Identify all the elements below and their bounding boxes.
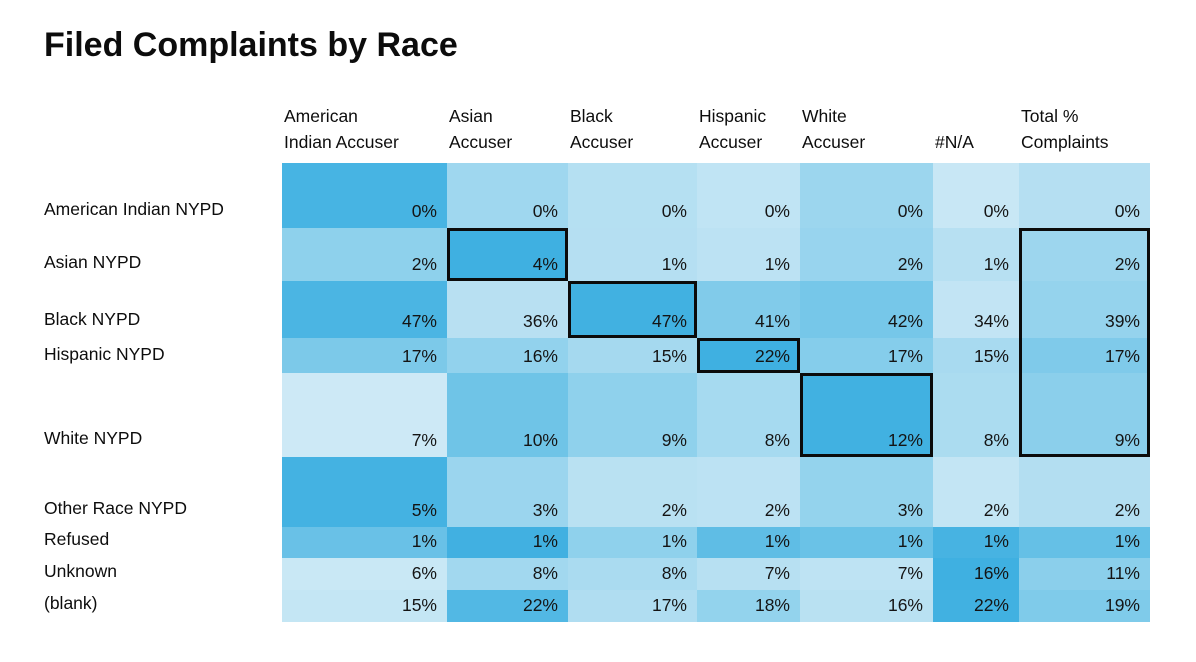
column-header-line: Hispanic (699, 106, 767, 126)
column-header: Asian Accuser (447, 96, 568, 163)
heatmap-cell: 16% (933, 558, 1019, 590)
column-header-line: American (284, 106, 358, 126)
heatmap-cell: 17% (1019, 338, 1150, 373)
heatmap-cell: 7% (800, 558, 933, 590)
heatmap-cell: 0% (697, 163, 800, 228)
column-header-line: Accuser (802, 132, 866, 152)
heatmap-cell: 1% (800, 527, 933, 558)
column-header-line: Accuser (449, 132, 513, 152)
row-label: White NYPD (44, 373, 282, 457)
heatmap-cell: 3% (447, 457, 568, 527)
heatmap-cell: 10% (447, 373, 568, 457)
heatmap-cell: 12% (800, 373, 933, 457)
row-label: Black NYPD (44, 281, 282, 338)
heatmap-cell: 0% (282, 163, 447, 228)
heatmap-cell: 34% (933, 281, 1019, 338)
row-label: Refused (44, 527, 282, 558)
column-header-line: Black (570, 106, 613, 126)
column-header-line: Complaints (1021, 132, 1109, 152)
heatmap-cell: 2% (800, 228, 933, 281)
column-header-line: Asian (449, 106, 493, 126)
page-title: Filed Complaints by Race (44, 26, 458, 64)
heatmap-cell: 8% (568, 558, 697, 590)
heatmap-cell: 22% (447, 590, 568, 622)
heatmap-cell: 6% (282, 558, 447, 590)
heatmap-cell: 4% (447, 228, 568, 281)
column-header: Black Accuser (568, 96, 697, 163)
heatmap-cell: 2% (697, 457, 800, 527)
heatmap-cell: 8% (933, 373, 1019, 457)
heatmap-cell: 11% (1019, 558, 1150, 590)
heatmap-cell: 1% (568, 228, 697, 281)
heatmap-cell: 15% (282, 590, 447, 622)
heatmap-cell: 0% (933, 163, 1019, 228)
heatmap-cell: 1% (447, 527, 568, 558)
heatmap-cell: 36% (447, 281, 568, 338)
heatmap-cell: 1% (282, 527, 447, 558)
heatmap-cell: 16% (800, 590, 933, 622)
heatmap-cell: 17% (282, 338, 447, 373)
column-header-line: White (802, 106, 847, 126)
heatmap-cell: 0% (568, 163, 697, 228)
heatmap-cell: 7% (282, 373, 447, 457)
column-header: White Accuser (800, 96, 933, 163)
heatmap-cell: 1% (697, 527, 800, 558)
heatmap-cell: 2% (568, 457, 697, 527)
column-header-line: Accuser (699, 132, 763, 152)
heatmap-cell: 0% (1019, 163, 1150, 228)
heatmap-cell: 9% (1019, 373, 1150, 457)
heatmap-cell: 9% (568, 373, 697, 457)
heatmap-cell: 5% (282, 457, 447, 527)
heatmap-cell: 15% (933, 338, 1019, 373)
column-header-line: Accuser (570, 132, 634, 152)
heatmap-cell: 2% (1019, 457, 1150, 527)
heatmap-cell: 2% (933, 457, 1019, 527)
column-header-line: Total % (1021, 106, 1079, 126)
heatmap-cell: 39% (1019, 281, 1150, 338)
header-corner (44, 96, 282, 163)
heatmap-cell: 7% (697, 558, 800, 590)
column-header: Hispanic Accuser (697, 96, 800, 163)
row-label: Hispanic NYPD (44, 338, 282, 373)
column-header-line: #N/A (935, 132, 974, 152)
heatmap-cell: 1% (697, 228, 800, 281)
heatmap-cell: 8% (697, 373, 800, 457)
heatmap-cell: 8% (447, 558, 568, 590)
heatmap-cell: 41% (697, 281, 800, 338)
heatmap-grid: American Indian Accuser Asian Accuser Black A… (44, 96, 1150, 622)
heatmap-cell: 42% (800, 281, 933, 338)
heatmap-cell: 1% (568, 527, 697, 558)
heatmap-cell: 0% (447, 163, 568, 228)
heatmap-cell: 18% (697, 590, 800, 622)
heatmap-cell: 22% (933, 590, 1019, 622)
heatmap-cell: 15% (568, 338, 697, 373)
heatmap-cell: 1% (933, 228, 1019, 281)
heatmap-cell: 47% (568, 281, 697, 338)
heatmap-cell: 1% (933, 527, 1019, 558)
heatmap-cell: 3% (800, 457, 933, 527)
column-header: #N/A (933, 96, 1019, 163)
row-label: Other Race NYPD (44, 457, 282, 527)
heatmap-cell: 0% (800, 163, 933, 228)
heatmap-cell: 2% (1019, 228, 1150, 281)
row-label: (blank) (44, 590, 282, 622)
row-label: American Indian NYPD (44, 163, 282, 228)
heatmap-cell: 22% (697, 338, 800, 373)
heatmap-cell: 16% (447, 338, 568, 373)
heatmap-cell: 1% (1019, 527, 1150, 558)
heatmap-cell: 47% (282, 281, 447, 338)
heatmap-cell: 17% (568, 590, 697, 622)
heatmap-cell: 2% (282, 228, 447, 281)
row-label: Unknown (44, 558, 282, 590)
row-label: Asian NYPD (44, 228, 282, 281)
column-header: Total % Complaints (1019, 96, 1150, 163)
heatmap-cell: 19% (1019, 590, 1150, 622)
column-header: American Indian Accuser (282, 96, 447, 163)
heatmap-cell: 17% (800, 338, 933, 373)
column-header-line: Indian Accuser (284, 132, 399, 152)
